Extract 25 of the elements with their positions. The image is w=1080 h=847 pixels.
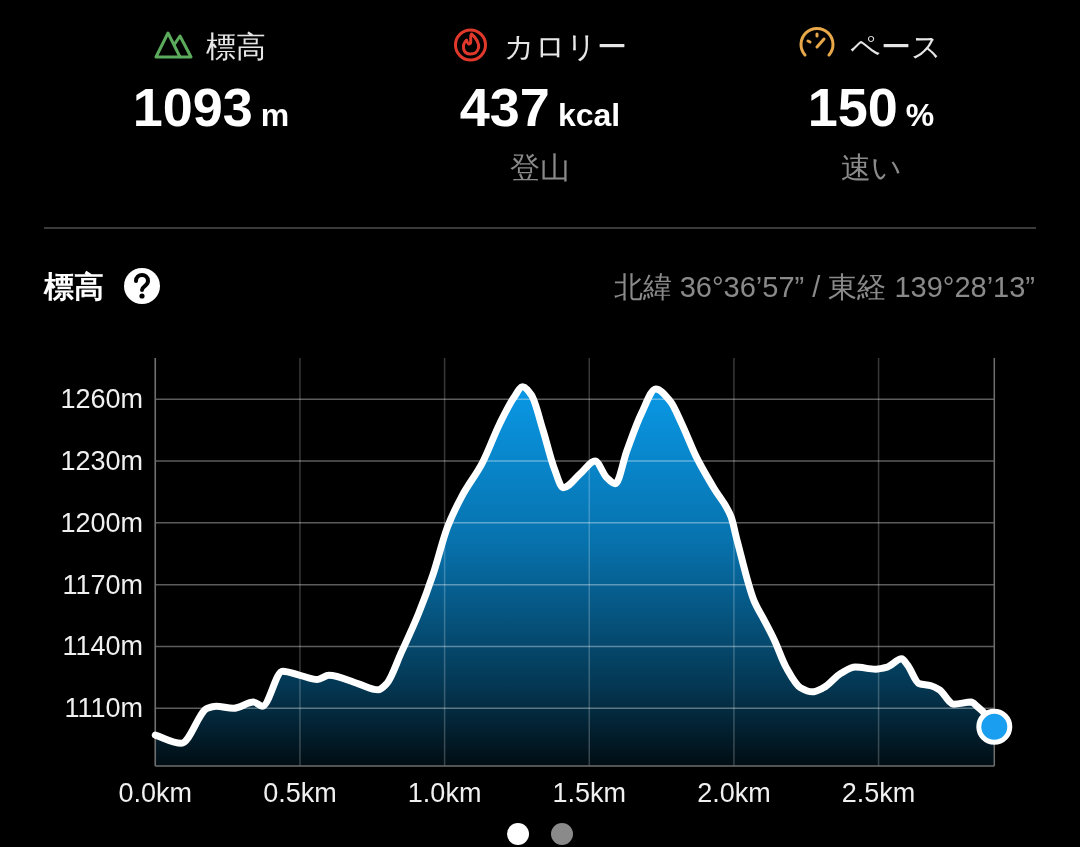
x-tick-label: 0.5km [263,778,337,808]
x-tick-label: 2.0km [697,778,771,808]
x-tick-label: 2.5km [841,778,916,808]
y-tick-label: 1230m [60,446,143,477]
text: m [260,97,290,133]
x-tick-label: 0.0km [118,778,193,808]
chart-subtitle: 北緯 36°36’57” / 東経 139°28’13” [613,271,1035,303]
y-tick-label: 1170m [62,569,143,600]
y-tick-label: 1110m [64,693,143,724]
text: 標高 [206,30,266,63]
text: 速い [840,151,902,184]
text: kcal [557,97,621,133]
text: % [905,97,935,133]
x-tick-label: 1.5km [552,778,627,808]
chart-title: 標高 [43,270,104,303]
text: ペース [850,30,942,63]
y-tick-label: 1200m [60,507,143,538]
text: 150 [807,77,898,137]
text: 437 [459,77,550,137]
y-tick-label: 1140m [62,631,143,662]
text: 登山 [510,151,570,184]
y-tick-label: 1260m [60,384,143,415]
text: 1093 [132,77,253,137]
x-tick-label: 1.0km [407,778,482,808]
text: カロリー [503,30,627,63]
